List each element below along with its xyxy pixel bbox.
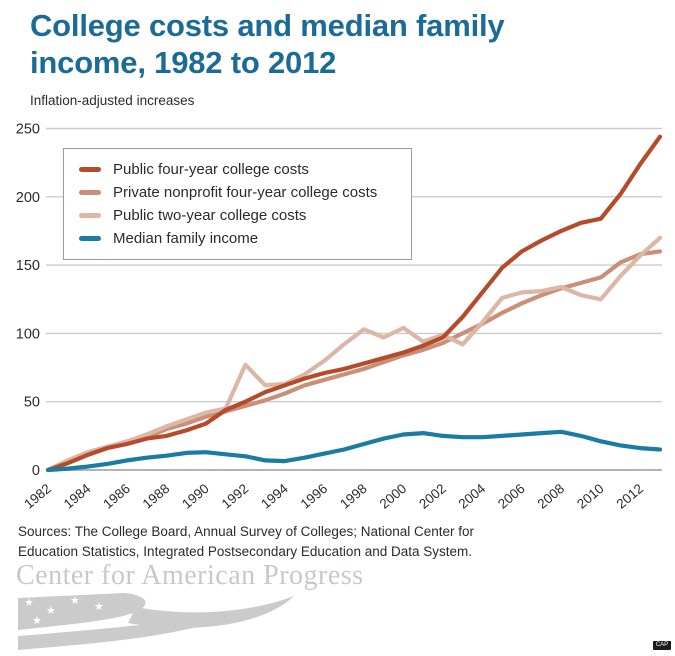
x-tick-label: 1982 (21, 481, 54, 512)
x-tick-label: 1984 (61, 481, 94, 512)
chart-legend: Public four-year college costs Private no… (63, 148, 412, 260)
legend-label: Public two-year college costs (113, 207, 307, 224)
y-tick-label: 150 (16, 258, 40, 274)
y-tick-label: 50 (24, 395, 40, 411)
legend-item: Median family income (64, 227, 401, 250)
svg-text:★: ★ (46, 605, 56, 617)
x-tick-label: 1992 (219, 481, 252, 512)
series-line-public-four-year-college-costs (45, 134, 663, 473)
x-tick-label: 2000 (377, 481, 410, 512)
x-tick-label: 1986 (100, 481, 133, 512)
flag-icon: ★ ★ ★ ★ ★ (18, 593, 294, 650)
legend-label: Private nonprofit four-year college cost… (113, 184, 378, 201)
legend-swatch-icon (79, 213, 101, 218)
x-tick-label: 1998 (337, 481, 370, 512)
x-tick-label: 1990 (179, 481, 212, 512)
y-tick-label: 100 (16, 326, 40, 342)
x-tick-label: 2012 (614, 481, 647, 512)
org-watermark: Center for American Progress (16, 560, 364, 591)
svg-text:★: ★ (32, 615, 42, 627)
legend-swatch-icon (79, 167, 101, 172)
svg-text:★: ★ (24, 597, 34, 609)
sources-note: Sources: The College Board, Annual Surve… (18, 524, 475, 559)
x-tick-label: 2004 (456, 481, 489, 512)
x-tick-label: 1994 (258, 481, 291, 512)
y-tick-label: 200 (16, 190, 40, 206)
legend-swatch-icon (79, 190, 101, 195)
legend-item: Public four-year college costs (64, 158, 401, 181)
legend-swatch-icon (79, 236, 101, 241)
page-title: College costs and median family income, … (30, 8, 505, 80)
x-tick-label: 2006 (495, 481, 528, 512)
series-line-public-two-year-college-costs (45, 235, 663, 473)
x-tick-label: 2008 (535, 481, 568, 512)
chart-subtitle: Inflation-adjusted increases (30, 93, 195, 108)
x-tick-label: 1988 (140, 481, 173, 512)
y-tick-label: 250 (16, 122, 40, 138)
svg-text:★: ★ (70, 595, 80, 607)
svg-text:★: ★ (94, 601, 104, 613)
y-tick-label: 0 (32, 463, 40, 479)
x-tick-label: 2010 (574, 481, 607, 512)
legend-label: Median family income (113, 230, 259, 247)
series-line-median-family-income (45, 429, 663, 473)
chart-area: 0 50 100 150 200 250 1982 1984 1986 1988 1990 1992 1… (0, 118, 675, 520)
legend-label: Public four-year college costs (113, 161, 309, 178)
legend-item: Private nonprofit four-year college cost… (64, 181, 401, 204)
legend-item: Public two-year college costs (64, 204, 401, 227)
flag-stars-icon: ★ ★ ★ ★ ★ (24, 595, 104, 627)
x-tick-label: 2002 (416, 481, 449, 512)
x-tick-label: 1996 (298, 481, 331, 512)
cap-logo-badge: CAP (653, 641, 671, 650)
